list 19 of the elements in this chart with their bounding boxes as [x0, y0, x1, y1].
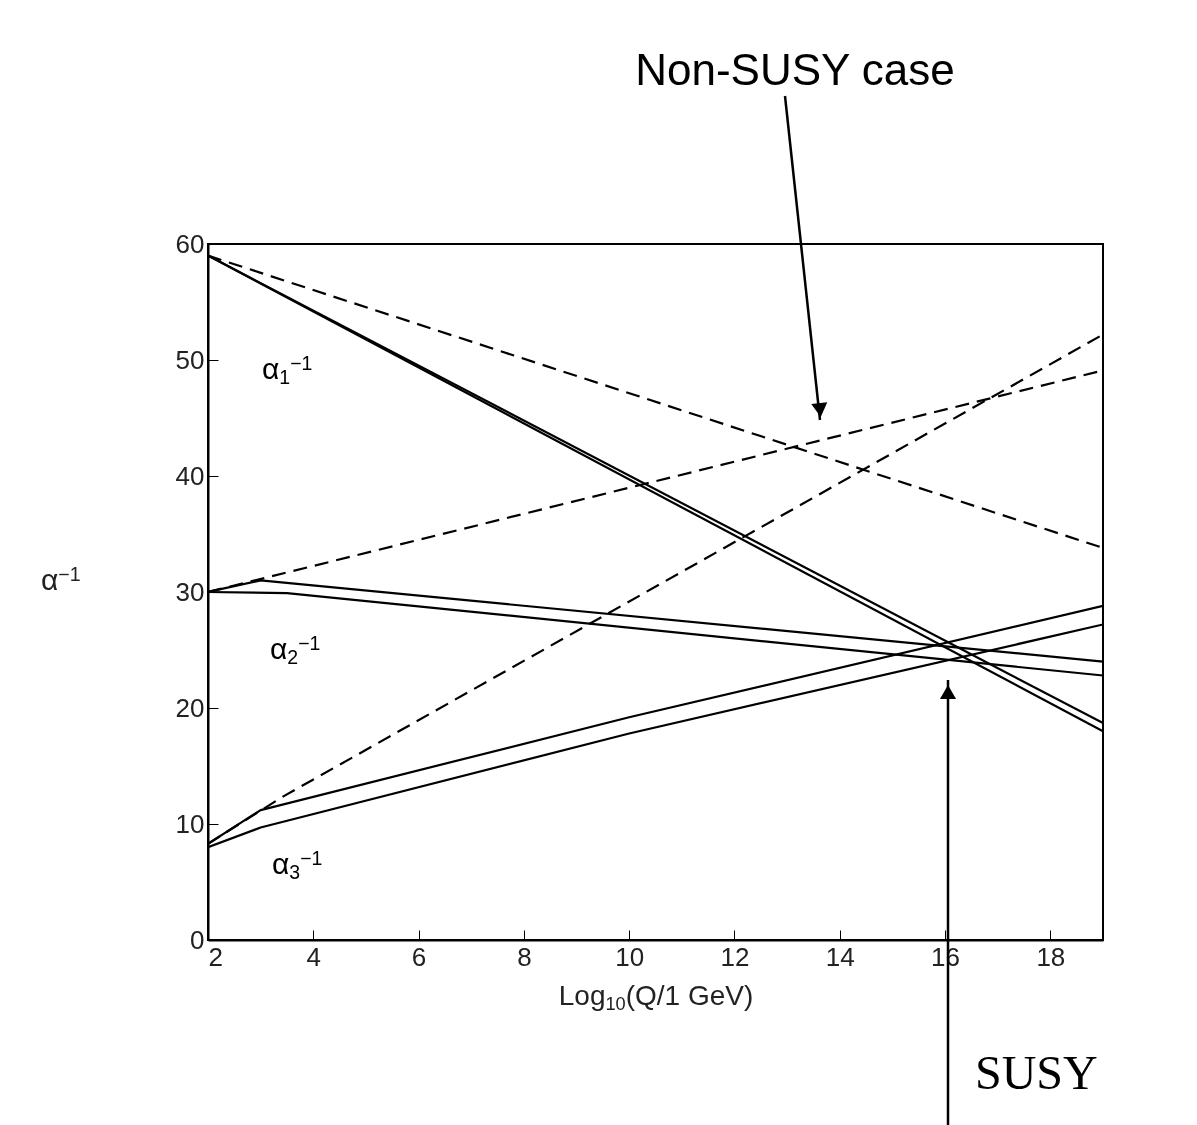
x-tick-label: 10 [615, 941, 645, 972]
text: Non-SUSY case [635, 45, 955, 94]
y-tick-label: 10 [175, 808, 205, 839]
y-tick-label: 20 [175, 692, 205, 723]
y-tick-label: 30 [175, 576, 205, 607]
y-tick-label: 50 [175, 344, 205, 375]
x-tick-label: 6 [411, 941, 427, 972]
y-axis-title: α$^{−1}$ [40, 562, 81, 596]
x-axis-title: Log$_{10}$(Q/1 GeV) [558, 979, 754, 1013]
x-tick-label: 2 [208, 941, 223, 972]
x-tick-label: 14 [825, 941, 855, 972]
x-tick-label: 8 [517, 941, 532, 972]
y-tick-label: 60 [175, 228, 205, 259]
x-tick-label: 4 [306, 941, 322, 972]
text: SUSY [975, 1046, 1098, 1099]
x-tick-label: 18 [1036, 941, 1066, 972]
x-tick-label: 12 [720, 941, 750, 972]
y-tick-label: 0 [190, 924, 205, 955]
y-tick-label: 40 [175, 460, 205, 491]
